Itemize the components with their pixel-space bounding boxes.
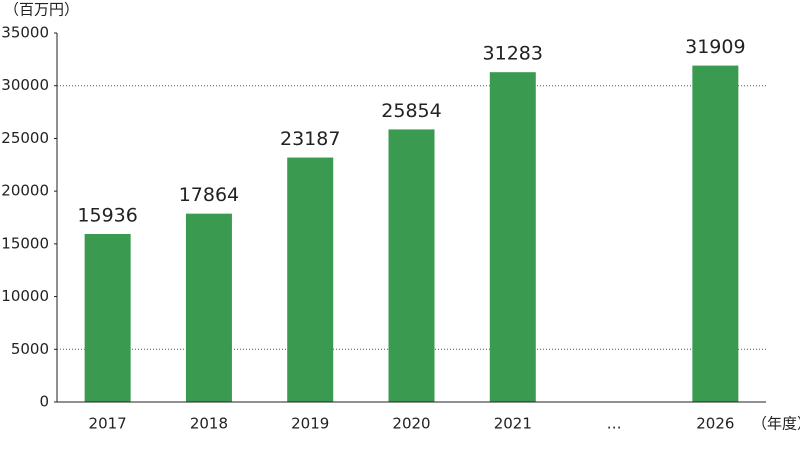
- bar: [185, 213, 232, 402]
- x-tick-label: …: [607, 415, 622, 433]
- value-label: 31283: [483, 43, 543, 65]
- y-tick-label: 15000: [1, 234, 49, 252]
- value-label: 15936: [77, 204, 137, 226]
- x-axis-label: （年度）: [752, 415, 800, 433]
- value-label: 25854: [381, 100, 441, 122]
- y-tick-label: 25000: [1, 129, 49, 147]
- y-tick-label: 20000: [1, 182, 49, 200]
- value-label: 23187: [280, 128, 340, 150]
- bar: [84, 233, 131, 402]
- y-tick-label: 30000: [1, 76, 49, 94]
- y-tick-label: 35000: [1, 24, 49, 42]
- x-tick-label: 2018: [190, 415, 228, 433]
- x-tick-label: 2017: [89, 415, 127, 433]
- y-axis-label: （百万円）: [4, 1, 79, 19]
- bar: [489, 72, 536, 402]
- y-tick-label: 0: [39, 393, 49, 411]
- bar: [388, 129, 435, 402]
- bar: [287, 157, 334, 402]
- x-tick-label: 2026: [696, 415, 734, 433]
- bar: [692, 65, 739, 402]
- y-tick-label: 10000: [1, 287, 49, 305]
- x-tick-label: 2020: [392, 415, 430, 433]
- x-tick-label: 2019: [291, 415, 329, 433]
- x-tick-label: 2021: [494, 415, 532, 433]
- value-label: 17864: [179, 184, 239, 206]
- y-tick-label: 5000: [11, 340, 49, 358]
- value-label: 31909: [685, 36, 745, 58]
